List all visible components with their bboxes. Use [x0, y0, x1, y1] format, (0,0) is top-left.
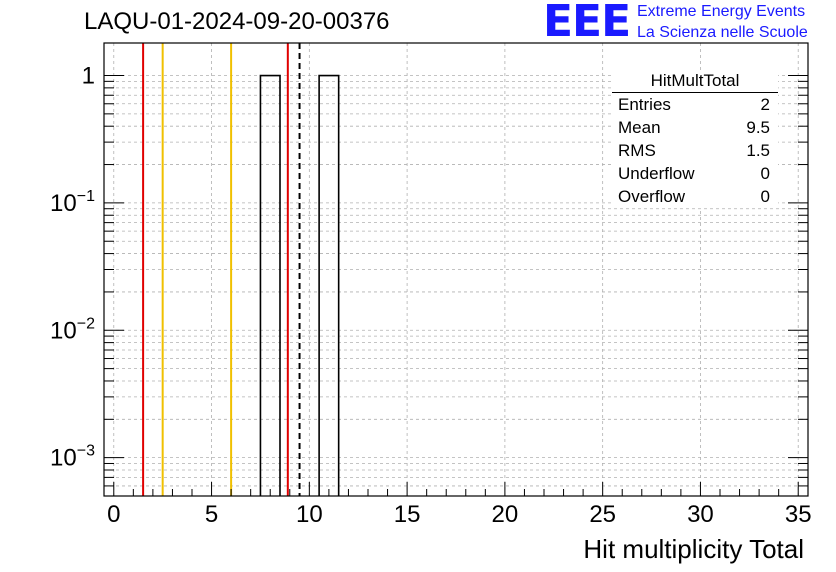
x-tick-label: 15	[394, 501, 421, 528]
stats-label: RMS	[618, 141, 656, 160]
stats-value: 2	[760, 95, 770, 114]
chart-title: LAQU-01-2024-09-20-00376	[84, 8, 390, 35]
eee-logo: EEE	[543, 0, 631, 47]
stats-value: 0	[760, 187, 770, 206]
histogram-bin	[318, 74, 340, 496]
axis-ticks	[104, 75, 808, 497]
x-tick-label: 25	[589, 501, 616, 528]
logo-line-2: La Scienza nelle Scuole	[637, 24, 808, 41]
stats-box: HitMultTotal Entries 2 Mean 9.5 RMS 1.5 …	[612, 71, 778, 208]
x-tick-label: 0	[107, 501, 120, 528]
stats-row-entries: Entries 2	[612, 93, 778, 116]
stats-label: Overflow	[618, 187, 686, 206]
x-tick-label: 10	[296, 501, 323, 528]
histogram-bars	[259, 74, 340, 496]
x-tick-labels: 0 5 10 15 20 25 30 35	[107, 501, 811, 528]
stats-value: 1.5	[746, 141, 770, 160]
stats-value: 9.5	[746, 118, 770, 137]
stats-label: Mean	[618, 118, 661, 137]
stats-row-rms: RMS 1.5	[612, 139, 778, 162]
x-tick-label: 5	[205, 501, 218, 528]
stats-value: 0	[760, 164, 770, 183]
y-tick-label: 10−1	[50, 188, 95, 217]
x-tick-label: 35	[785, 501, 812, 528]
reference-lines	[142, 43, 301, 496]
y-tick-label: 1	[82, 63, 95, 90]
y-tick-label: 10−3	[50, 443, 95, 472]
y-tick-label: 10−2	[50, 315, 95, 344]
stats-row-overflow: Overflow 0	[612, 185, 778, 208]
y-tick-labels: 1 10−1 10−2 10−3	[50, 63, 95, 472]
stats-label: Underflow	[618, 164, 695, 183]
stats-label: Entries	[618, 95, 671, 114]
stats-title: HitMultTotal	[612, 71, 778, 93]
logo-line-1: Extreme Energy Events	[637, 3, 806, 20]
stats-row-mean: Mean 9.5	[612, 116, 778, 139]
x-tick-label: 20	[492, 501, 519, 528]
stats-row-underflow: Underflow 0	[612, 162, 778, 185]
x-tick-label: 30	[687, 501, 714, 528]
x-axis-label: Hit multiplicity Total	[583, 534, 804, 564]
histogram-bin	[259, 74, 281, 496]
